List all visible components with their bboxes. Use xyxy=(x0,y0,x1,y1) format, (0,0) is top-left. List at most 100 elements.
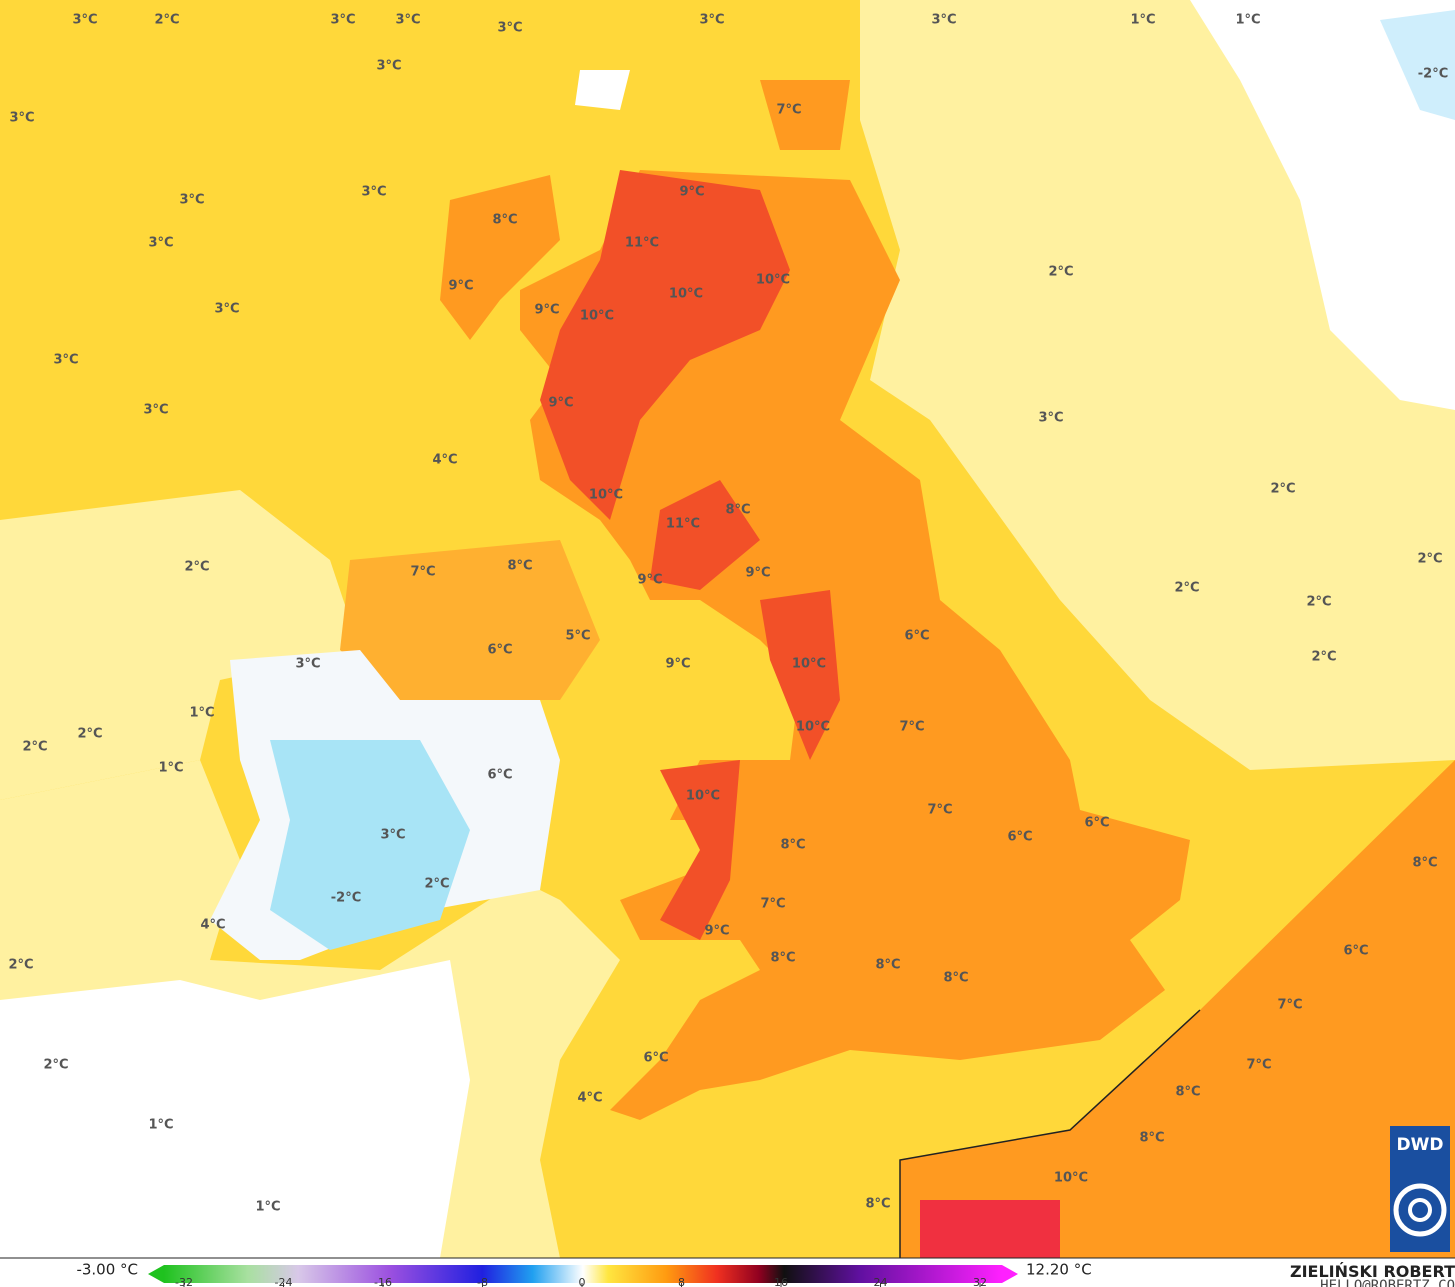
temperature-label: 1°C xyxy=(148,1118,173,1133)
temperature-label: 6°C xyxy=(1084,816,1109,831)
colorbar-tick-label: 32 xyxy=(973,1276,987,1287)
temperature-label: 8°C xyxy=(865,1197,890,1212)
temperature-label: 2°C xyxy=(1417,552,1442,567)
temperature-label: 1°C xyxy=(255,1200,280,1215)
map xyxy=(0,0,1455,1258)
credit-contact: HELLO@ROBERTZ.CO xyxy=(1320,1278,1455,1287)
temperature-label: 3°C xyxy=(1038,411,1063,426)
temperature-label: 7°C xyxy=(410,565,435,580)
colorbar-tick-label: -24 xyxy=(275,1276,293,1287)
temperature-label: 8°C xyxy=(770,951,795,966)
temperature-label: 1°C xyxy=(1235,13,1260,28)
temperature-label: 7°C xyxy=(899,720,924,735)
temperature-label: 2°C xyxy=(154,13,179,28)
temperature-label: 8°C xyxy=(943,971,968,986)
temperature-label: 4°C xyxy=(432,453,457,468)
temperature-label: 10°C xyxy=(589,488,623,503)
temperature-label: 9°C xyxy=(665,657,690,672)
temperature-label: 2°C xyxy=(1048,265,1073,280)
temperature-label: 6°C xyxy=(487,768,512,783)
temperature-label: 10°C xyxy=(796,720,830,735)
temperature-label: 8°C xyxy=(875,958,900,973)
temperature-label: 2°C xyxy=(1306,595,1331,610)
colorbar-tick-label: -8 xyxy=(477,1276,488,1287)
temperature-label: 9°C xyxy=(637,573,662,588)
temperature-label: 7°C xyxy=(927,803,952,818)
temperature-label: 1°C xyxy=(1130,13,1155,28)
colorbar-tick-label: 16 xyxy=(774,1276,788,1287)
logo-text: DWD xyxy=(1397,1135,1444,1155)
temperature-label: 9°C xyxy=(548,396,573,411)
temperature-labels: 3°C 2°C 3°C 3°C 3°C 3°C 3°C 1°C 1°C -2°C 3°C 7°C 3°C… xyxy=(8,13,1448,1215)
temperature-label: 3°C xyxy=(295,657,320,672)
temperature-label: 2°C xyxy=(184,560,209,575)
temperature-label: 3°C xyxy=(143,403,168,418)
colorbar-max: 12.20 °C xyxy=(1026,1261,1092,1279)
temperature-label: 2°C xyxy=(1311,650,1336,665)
temperature-label: 3°C xyxy=(179,193,204,208)
temperature-label: 3°C xyxy=(497,21,522,36)
temperature-label: 11°C xyxy=(625,236,659,251)
colorbar-tick-label: -32 xyxy=(175,1276,193,1287)
temperature-label: 4°C xyxy=(577,1091,602,1106)
temperature-label: 5°C xyxy=(565,629,590,644)
temperature-label: 3°C xyxy=(395,13,420,28)
temperature-label: 7°C xyxy=(760,897,785,912)
logo-box xyxy=(1390,1126,1450,1252)
temperature-label: -2°C xyxy=(331,891,361,906)
temperature-label: 2°C xyxy=(77,727,102,742)
temperature-label: 3°C xyxy=(330,13,355,28)
temperature-label: 7°C xyxy=(1246,1058,1271,1073)
temperature-label: 10°C xyxy=(792,657,826,672)
temperature-label: 3°C xyxy=(148,236,173,251)
colorbar-min: -3.00 °C xyxy=(76,1261,138,1279)
colorbar-tick-label: 0 xyxy=(579,1276,586,1287)
temperature-label: 10°C xyxy=(1054,1171,1088,1186)
temperature-label: 6°C xyxy=(1343,944,1368,959)
temperature-label: 3°C xyxy=(931,13,956,28)
colorbar-tick-label: 8 xyxy=(678,1276,685,1287)
temperature-label: 3°C xyxy=(376,59,401,74)
temperature-label: 1°C xyxy=(158,761,183,776)
temperature-label: 2°C xyxy=(1174,581,1199,596)
temperature-label: 6°C xyxy=(1007,830,1032,845)
temperature-label: 3°C xyxy=(9,111,34,126)
temperature-label: 6°C xyxy=(643,1051,668,1066)
temperature-label: 3°C xyxy=(361,185,386,200)
temperature-label: 6°C xyxy=(487,643,512,658)
temperature-label: 8°C xyxy=(725,503,750,518)
temperature-label: 4°C xyxy=(200,918,225,933)
temperature-label: 3°C xyxy=(699,13,724,28)
temperature-label: 3°C xyxy=(53,353,78,368)
logo-swirl xyxy=(1393,1183,1447,1237)
temperature-label: 8°C xyxy=(780,838,805,853)
temperature-label: 2°C xyxy=(43,1058,68,1073)
temperature-label: 9°C xyxy=(745,566,770,581)
temperature-label: 2°C xyxy=(22,740,47,755)
colorbar: -3.00 °C 12.20 °C -32 -24 -16 -8 0 8 16 24 32 xyxy=(76,1261,1092,1287)
temperature-label: 9°C xyxy=(679,185,704,200)
temperature-label: 8°C xyxy=(1412,856,1437,871)
colorbar-tick-label: -16 xyxy=(374,1276,392,1287)
temperature-label: 2°C xyxy=(424,877,449,892)
temperature-label: 6°C xyxy=(904,629,929,644)
temperature-label: 10°C xyxy=(686,789,720,804)
temperature-label: 8°C xyxy=(492,213,517,228)
temperature-label: 8°C xyxy=(1139,1131,1164,1146)
colorbar-tick-label: 24 xyxy=(874,1276,888,1287)
temperature-label: 10°C xyxy=(580,309,614,324)
temperature-label: 1°C xyxy=(189,706,214,721)
temperature-label: 2°C xyxy=(1270,482,1295,497)
temperature-label: 9°C xyxy=(448,279,473,294)
temperature-label: 3°C xyxy=(380,828,405,843)
temperature-label: 8°C xyxy=(1175,1085,1200,1100)
logo-swirl-inner xyxy=(1408,1198,1432,1222)
temperature-label: 7°C xyxy=(1277,998,1302,1013)
credit-name: ZIELIŃSKI ROBERT xyxy=(1290,1262,1455,1281)
temperature-label: 9°C xyxy=(534,303,559,318)
temperature-label: 11°C xyxy=(666,517,700,532)
temperature-label: 2°C xyxy=(8,958,33,973)
temperature-label: 10°C xyxy=(669,287,703,302)
